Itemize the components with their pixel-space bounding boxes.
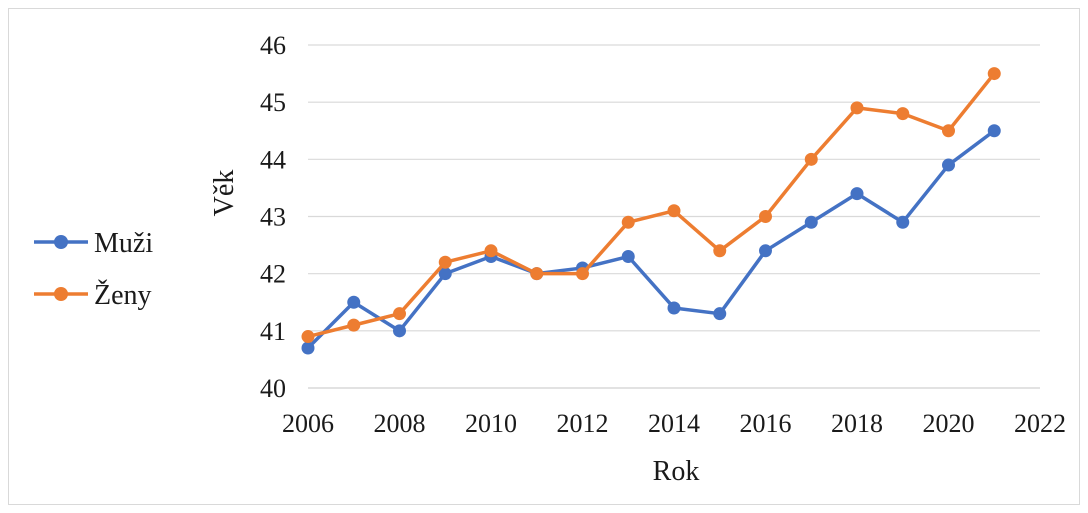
- y-tick-label-41: 41: [260, 317, 286, 346]
- data-point-zeny-2017: [804, 152, 818, 166]
- x-tick-labels: 2006 2008 2010 2012 2014 2016 2018 2020 2022: [282, 409, 1066, 438]
- data-point-muzi-2019: [896, 215, 910, 229]
- data-point-muzi-2014: [667, 301, 681, 315]
- data-point-zeny-2015: [713, 244, 727, 258]
- y-tick-label-43: 43: [260, 203, 286, 232]
- data-point-muzi-2009: [438, 267, 452, 281]
- series-muzi: [301, 124, 1001, 355]
- data-point-zeny-2013: [621, 215, 635, 229]
- data-point-muzi-2021: [987, 124, 1001, 138]
- x-axis-label: Rok: [653, 456, 700, 487]
- legend[interactable]: Muži Ženy: [34, 228, 153, 311]
- data-point-zeny-2010: [484, 244, 498, 258]
- x-tick-label-2018: 2018: [831, 409, 883, 438]
- legend-marker-muzi: [54, 235, 68, 249]
- y-axis-label: Věk: [209, 170, 240, 217]
- series-line-muzi: [306, 129, 996, 350]
- data-point-zeny-2019: [896, 107, 910, 121]
- data-point-muzi-2015: [713, 307, 727, 321]
- legend-label-muzi: Muži: [94, 228, 153, 259]
- x-tick-label-2016: 2016: [740, 409, 792, 438]
- data-point-zeny-2011: [530, 267, 544, 281]
- series-group: [301, 67, 1001, 355]
- data-point-zeny-2012: [576, 267, 589, 281]
- x-tick-label-2022: 2022: [1014, 409, 1066, 438]
- series-zeny: [301, 67, 1001, 344]
- x-tick-label-2008: 2008: [374, 409, 426, 438]
- data-point-muzi-2007: [347, 295, 361, 309]
- legend-item-muzi[interactable]: Muži: [34, 228, 153, 259]
- x-tick-label-2010: 2010: [465, 409, 517, 438]
- data-point-zeny-2008: [393, 307, 406, 321]
- data-point-muzi-2006: [301, 341, 315, 355]
- y-tick-label-42: 42: [260, 260, 286, 289]
- data-point-zeny-2021: [987, 67, 1001, 81]
- x-tick-label-2014: 2014: [648, 409, 700, 438]
- data-point-zeny-2014: [667, 204, 681, 218]
- y-tick-label-45: 45: [260, 88, 286, 117]
- legend-item-zeny[interactable]: Ženy: [34, 280, 152, 311]
- data-point-muzi-2013: [621, 250, 635, 264]
- x-tick-label-2020: 2020: [923, 409, 975, 438]
- y-tick-label-40: 40: [260, 374, 286, 403]
- data-point-muzi-2008: [393, 324, 406, 338]
- series-line-zeny: [307, 72, 996, 339]
- data-point-zeny-2020: [942, 124, 955, 138]
- data-point-zeny-2007: [347, 318, 361, 332]
- legend-marker-zeny: [54, 287, 68, 301]
- data-point-zeny-2009: [438, 255, 452, 269]
- legend-label-zeny: Ženy: [94, 280, 152, 311]
- y-tick-labels: 40 41 42 43 44 45 46: [260, 31, 286, 403]
- data-point-zeny-2018: [850, 101, 864, 115]
- grid-lines: [308, 44, 1040, 332]
- x-tick-label-2012: 2012: [557, 409, 609, 438]
- y-tick-label-44: 44: [260, 145, 286, 174]
- data-point-muzi-2018: [850, 187, 864, 201]
- y-tick-label-46: 46: [260, 31, 286, 60]
- chart-frame: [8, 8, 1080, 505]
- data-point-zeny-2006: [301, 330, 315, 344]
- x-tick-label-2006: 2006: [282, 409, 334, 438]
- data-point-zeny-2016: [759, 210, 772, 223]
- data-point-muzi-2017: [804, 215, 818, 229]
- data-point-muzi-2016: [759, 244, 772, 258]
- data-point-muzi-2020: [942, 158, 955, 172]
